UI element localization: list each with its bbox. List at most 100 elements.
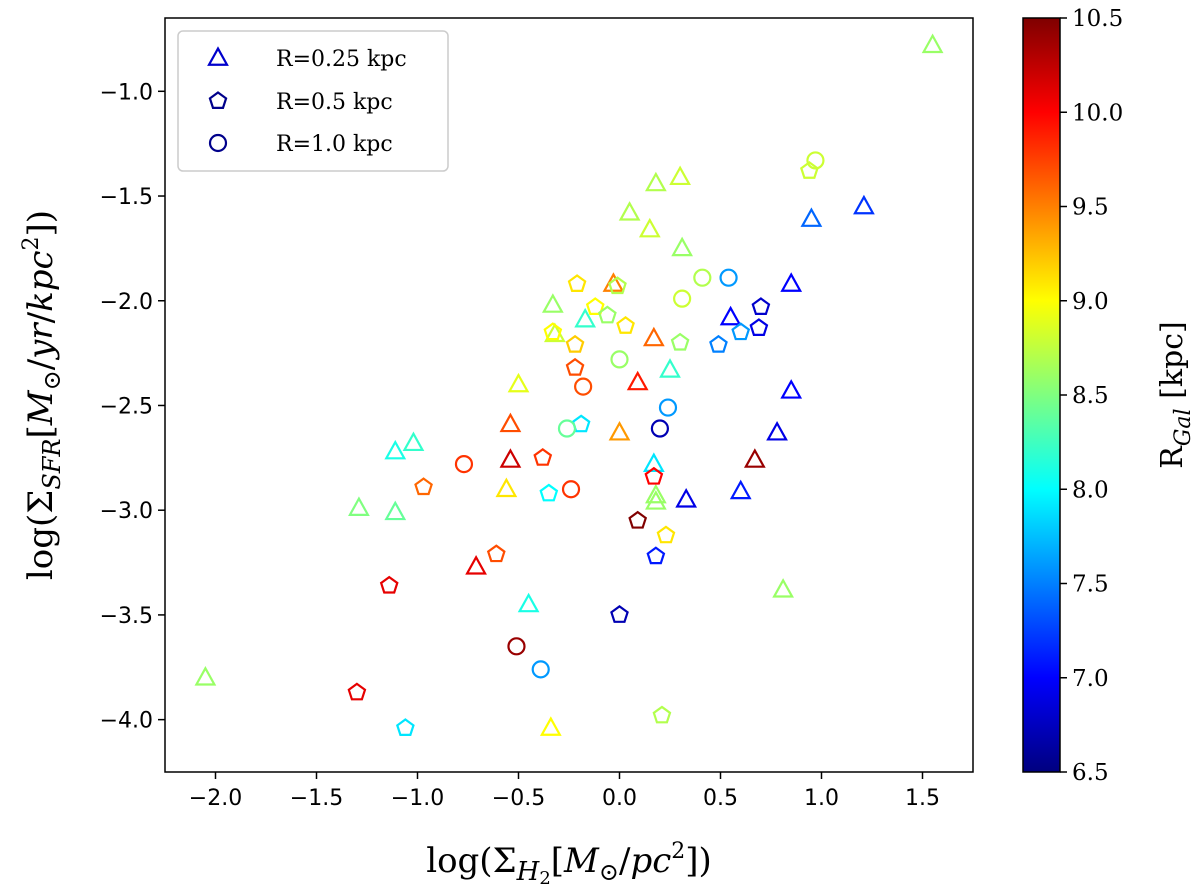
data-point-triangle (921, 33, 944, 54)
y-tick-label: −4.0 (100, 709, 153, 734)
data-point-pentagon (749, 318, 769, 336)
data-point-triangle (495, 477, 518, 498)
x-tick-label: −1.5 (290, 786, 343, 811)
x-tick-label: 0.0 (602, 786, 637, 811)
data-point-pentagon (644, 466, 664, 485)
y-axis-label: log(ΣSFR[M⊙/yr/kpc2]) (19, 210, 66, 580)
data-point-circle (507, 637, 526, 656)
data-point-circle (531, 660, 550, 679)
data-point-triangle (541, 293, 564, 313)
data-point-triangle (517, 592, 540, 613)
data-point-pentagon (567, 274, 587, 292)
colorbar-tick-label: 8.0 (1072, 477, 1109, 503)
colorbar-tick-label: 9.0 (1072, 289, 1109, 315)
data-point-triangle (766, 420, 788, 441)
legend-marker-pentagon (208, 91, 228, 109)
data-point-pentagon (610, 605, 629, 623)
data-point-pentagon (379, 575, 399, 594)
data-point-pentagon (709, 334, 728, 353)
data-point-circle (557, 419, 577, 438)
data-point-triangle (780, 272, 803, 292)
data-point-triangle (638, 217, 661, 238)
x-tick-label: −1.0 (391, 786, 444, 811)
data-point-triangle (644, 490, 667, 510)
data-point-pentagon (533, 447, 553, 466)
colorbar-tick-label: 7.0 (1072, 666, 1109, 692)
data-point-pentagon (751, 297, 771, 316)
data-point-pentagon (656, 525, 676, 544)
data-point-pentagon (598, 305, 617, 324)
data-point-pentagon (800, 161, 819, 179)
data-point-triangle (743, 448, 766, 468)
x-tick-label: 1.5 (905, 786, 940, 811)
data-point-pentagon (396, 718, 415, 736)
data-point-pentagon (539, 483, 559, 502)
legend-marker-triangle (207, 46, 229, 66)
y-tick-label: −3.5 (100, 604, 153, 629)
data-point-pentagon (670, 332, 690, 351)
x-tick-label: 0.5 (703, 786, 738, 811)
data-point-triangle (642, 326, 665, 347)
colorbar-label: RGal [kpc] (1155, 321, 1196, 468)
legend: R=0.25 kpc R=0.5 kpc R=1.0 kpc (177, 30, 449, 172)
colorbar (1022, 17, 1061, 773)
data-point-triangle (675, 488, 698, 508)
data-point-triangle (465, 555, 487, 575)
legend-box (177, 30, 449, 172)
colorbar-tick-label: 10.5 (1072, 6, 1123, 32)
legend-marker-circle (208, 133, 228, 153)
data-point-circle (454, 455, 474, 474)
data-point-triangle (642, 452, 665, 472)
legend-label-10: R=1.0 kpc (276, 132, 393, 157)
data-point-triangle (608, 420, 631, 441)
data-point-pentagon (565, 334, 585, 353)
data-point-circle (658, 398, 678, 417)
y-tick-label: −3.0 (100, 499, 153, 524)
x-tick-label: −2.0 (189, 786, 242, 811)
data-point-triangle (539, 716, 562, 736)
x-tick-label: 1.0 (804, 786, 839, 811)
colorbar-tick-label: 8.5 (1072, 383, 1109, 409)
data-point-triangle (671, 236, 693, 257)
data-point-pentagon (616, 316, 635, 334)
data-point-pentagon (543, 322, 563, 341)
data-point-triangle (402, 431, 425, 452)
data-point-triangle (719, 305, 742, 326)
y-tick-label: −2.0 (100, 290, 153, 315)
data-point-triangle (348, 496, 370, 516)
y-tick-label: −1.5 (100, 185, 153, 210)
data-point-pentagon (486, 544, 506, 563)
y-tick-label: −2.5 (100, 394, 153, 419)
data-point-pentagon (731, 322, 751, 341)
colorbar-tick-label: 6.5 (1072, 760, 1109, 786)
data-point-circle (806, 151, 825, 170)
colorbar-tick-label: 9.5 (1072, 195, 1109, 221)
data-point-triangle (780, 379, 803, 399)
data-point-triangle (644, 171, 667, 192)
data-point-triangle (644, 483, 667, 504)
data-point-triangle (384, 500, 407, 521)
data-point-pentagon (347, 682, 367, 701)
data-point-triangle (507, 372, 530, 393)
data-point-circle (574, 377, 593, 396)
data-point-circle (650, 419, 670, 438)
data-point-triangle (853, 194, 875, 215)
x-tick-label: −0.5 (492, 786, 545, 811)
data-point-triangle (499, 448, 522, 468)
data-point-pentagon (585, 297, 605, 316)
data-point-triangle (384, 439, 407, 460)
data-point-triangle (574, 307, 597, 328)
legend-label-05: R=0.5 kpc (276, 90, 393, 115)
data-point-circle (719, 268, 738, 287)
colorbar-tick-label: 7.5 (1072, 572, 1109, 598)
data-point-triangle (626, 370, 649, 391)
data-point-circle (561, 480, 581, 499)
data-point-triangle (800, 207, 823, 227)
data-point-circle (693, 268, 712, 287)
data-point-triangle (729, 479, 752, 500)
data-point-pentagon (646, 546, 666, 565)
data-point-triangle (499, 412, 522, 433)
data-point-pentagon (565, 357, 585, 376)
data-point-triangle (669, 165, 691, 186)
data-point-triangle (659, 358, 681, 378)
